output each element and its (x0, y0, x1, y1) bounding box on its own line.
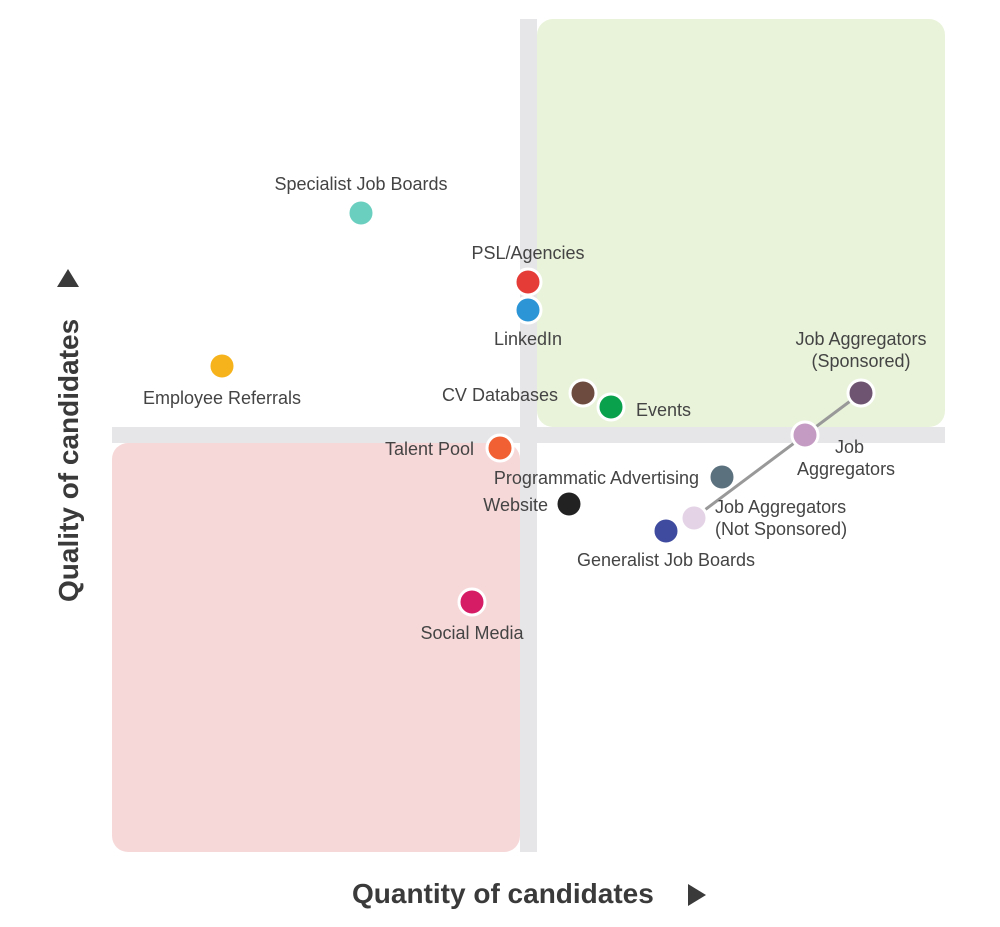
psl-agencies-marker (513, 267, 543, 297)
point-social-media: Social Media (420, 587, 525, 643)
job-aggregators-not-sponsored-marker (679, 503, 709, 533)
cv-databases-label: CV Databases (442, 385, 558, 405)
events-label: Events (636, 400, 691, 420)
quadrant-background (112, 19, 945, 852)
programmatic-advertising-label: Programmatic Advertising (494, 468, 699, 488)
social-media-label: Social Media (420, 623, 524, 643)
social-media-marker (457, 587, 487, 617)
point-generalist-job-boards: Generalist Job Boards (577, 516, 755, 570)
talent-pool-label: Talent Pool (385, 439, 474, 459)
generalist-job-boards-marker (651, 516, 681, 546)
point-programmatic-advertising: Programmatic Advertising (494, 462, 737, 492)
job-aggregators-not-sponsored-label-line-1: Job Aggregators (715, 497, 846, 517)
x-axis-title: Quantity of candidates (352, 878, 654, 909)
x-axis-arrow-icon (688, 884, 706, 906)
website-marker (554, 489, 584, 519)
point-linkedin: LinkedIn (494, 295, 562, 349)
point-events: Events (596, 392, 691, 422)
job-aggregators-sponsored-label-line-1: Job Aggregators (795, 329, 926, 349)
linkedin-marker (513, 295, 543, 325)
quadrant-bottom-left (112, 443, 520, 852)
horizontal-divider (112, 427, 945, 443)
point-talent-pool: Talent Pool (385, 433, 515, 463)
programmatic-advertising-marker (707, 462, 737, 492)
specialist-job-boards-label: Specialist Job Boards (274, 174, 447, 194)
quadrant-top-right (537, 19, 945, 427)
point-website: Website (483, 489, 584, 519)
point-psl-agencies: PSL/Agencies (471, 243, 585, 297)
point-specialist-job-boards: Specialist Job Boards (274, 174, 448, 228)
job-aggregators-not-sponsored-label-line-2: (Not Sponsored) (715, 519, 847, 539)
talent-pool-marker (485, 433, 515, 463)
employee-referrals-label: Employee Referrals (143, 388, 301, 408)
job-aggregators-marker (790, 420, 820, 450)
job-aggregators-sponsored-marker (846, 378, 876, 408)
job-aggregators-label-line-2: Aggregators (797, 459, 895, 479)
employee-referrals-marker (207, 351, 237, 381)
job-aggregators-connector-line (693, 391, 862, 520)
y-axis-title: Quality of candidates (53, 319, 84, 602)
psl-agencies-label: PSL/Agencies (471, 243, 584, 263)
job-aggregators-sponsored-label-line-2: (Sponsored) (811, 351, 910, 371)
point-job-aggregators-not-sponsored: Job Aggregators(Not Sponsored) (679, 497, 847, 539)
specialist-job-boards-marker (346, 198, 376, 228)
linkedin-label: LinkedIn (494, 329, 562, 349)
generalist-job-boards-label: Generalist Job Boards (577, 550, 755, 570)
website-label: Website (483, 495, 548, 515)
events-marker (596, 392, 626, 422)
data-points: Specialist Job Boards PSL/Agencies LinkedI… (143, 174, 927, 643)
point-cv-databases: CV Databases (442, 378, 598, 408)
axes: Quantity of candidates Quality of candid… (53, 269, 706, 909)
point-employee-referrals: Employee Referrals (143, 351, 301, 408)
cv-databases-marker (568, 378, 598, 408)
y-axis-arrow-icon (57, 269, 79, 287)
job-aggregators-label-line-1: Job (835, 437, 864, 457)
aggregator-connector (693, 391, 862, 520)
point-job-aggregators-sponsored: Job Aggregators(Sponsored) (795, 329, 927, 408)
